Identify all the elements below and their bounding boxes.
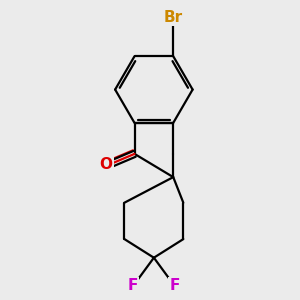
Text: Br: Br (164, 10, 183, 25)
Text: O: O (99, 157, 112, 172)
Text: F: F (128, 278, 138, 293)
Text: F: F (169, 278, 180, 293)
